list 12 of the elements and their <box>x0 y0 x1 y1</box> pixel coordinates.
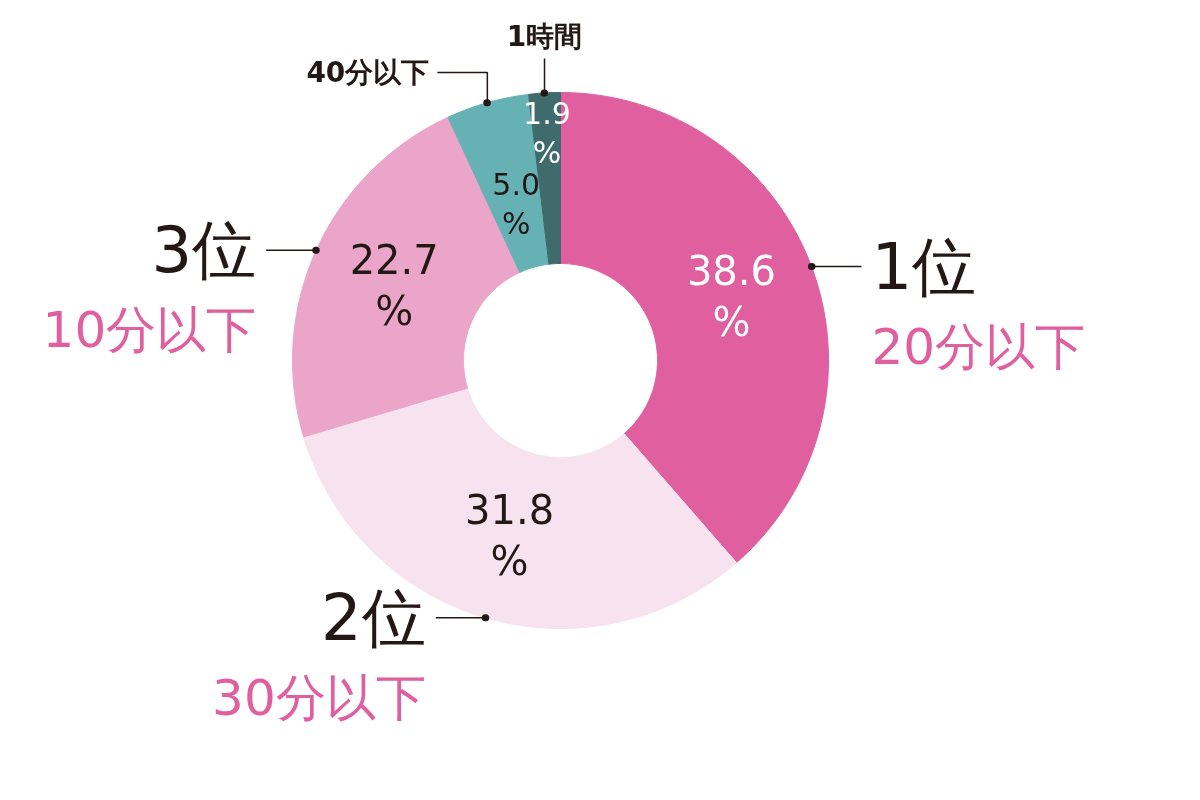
slice-label: 40分以下 <box>306 56 430 89</box>
text: 3位 <box>151 213 257 288</box>
slice-label: 30分以下 <box>212 668 426 727</box>
text: 1位 <box>871 229 977 304</box>
data-label: 38.6 % <box>686 248 776 345</box>
data-label: 22.7 % <box>349 237 439 334</box>
data-label: 31.8 % <box>465 487 555 585</box>
slice-label: 1時間 <box>506 19 583 53</box>
slice-label: 20分以下 <box>871 317 1086 376</box>
text: 2位 <box>321 580 426 655</box>
slice-label: 10分以下 <box>42 301 257 360</box>
data-label: 5.0 % <box>492 167 541 241</box>
